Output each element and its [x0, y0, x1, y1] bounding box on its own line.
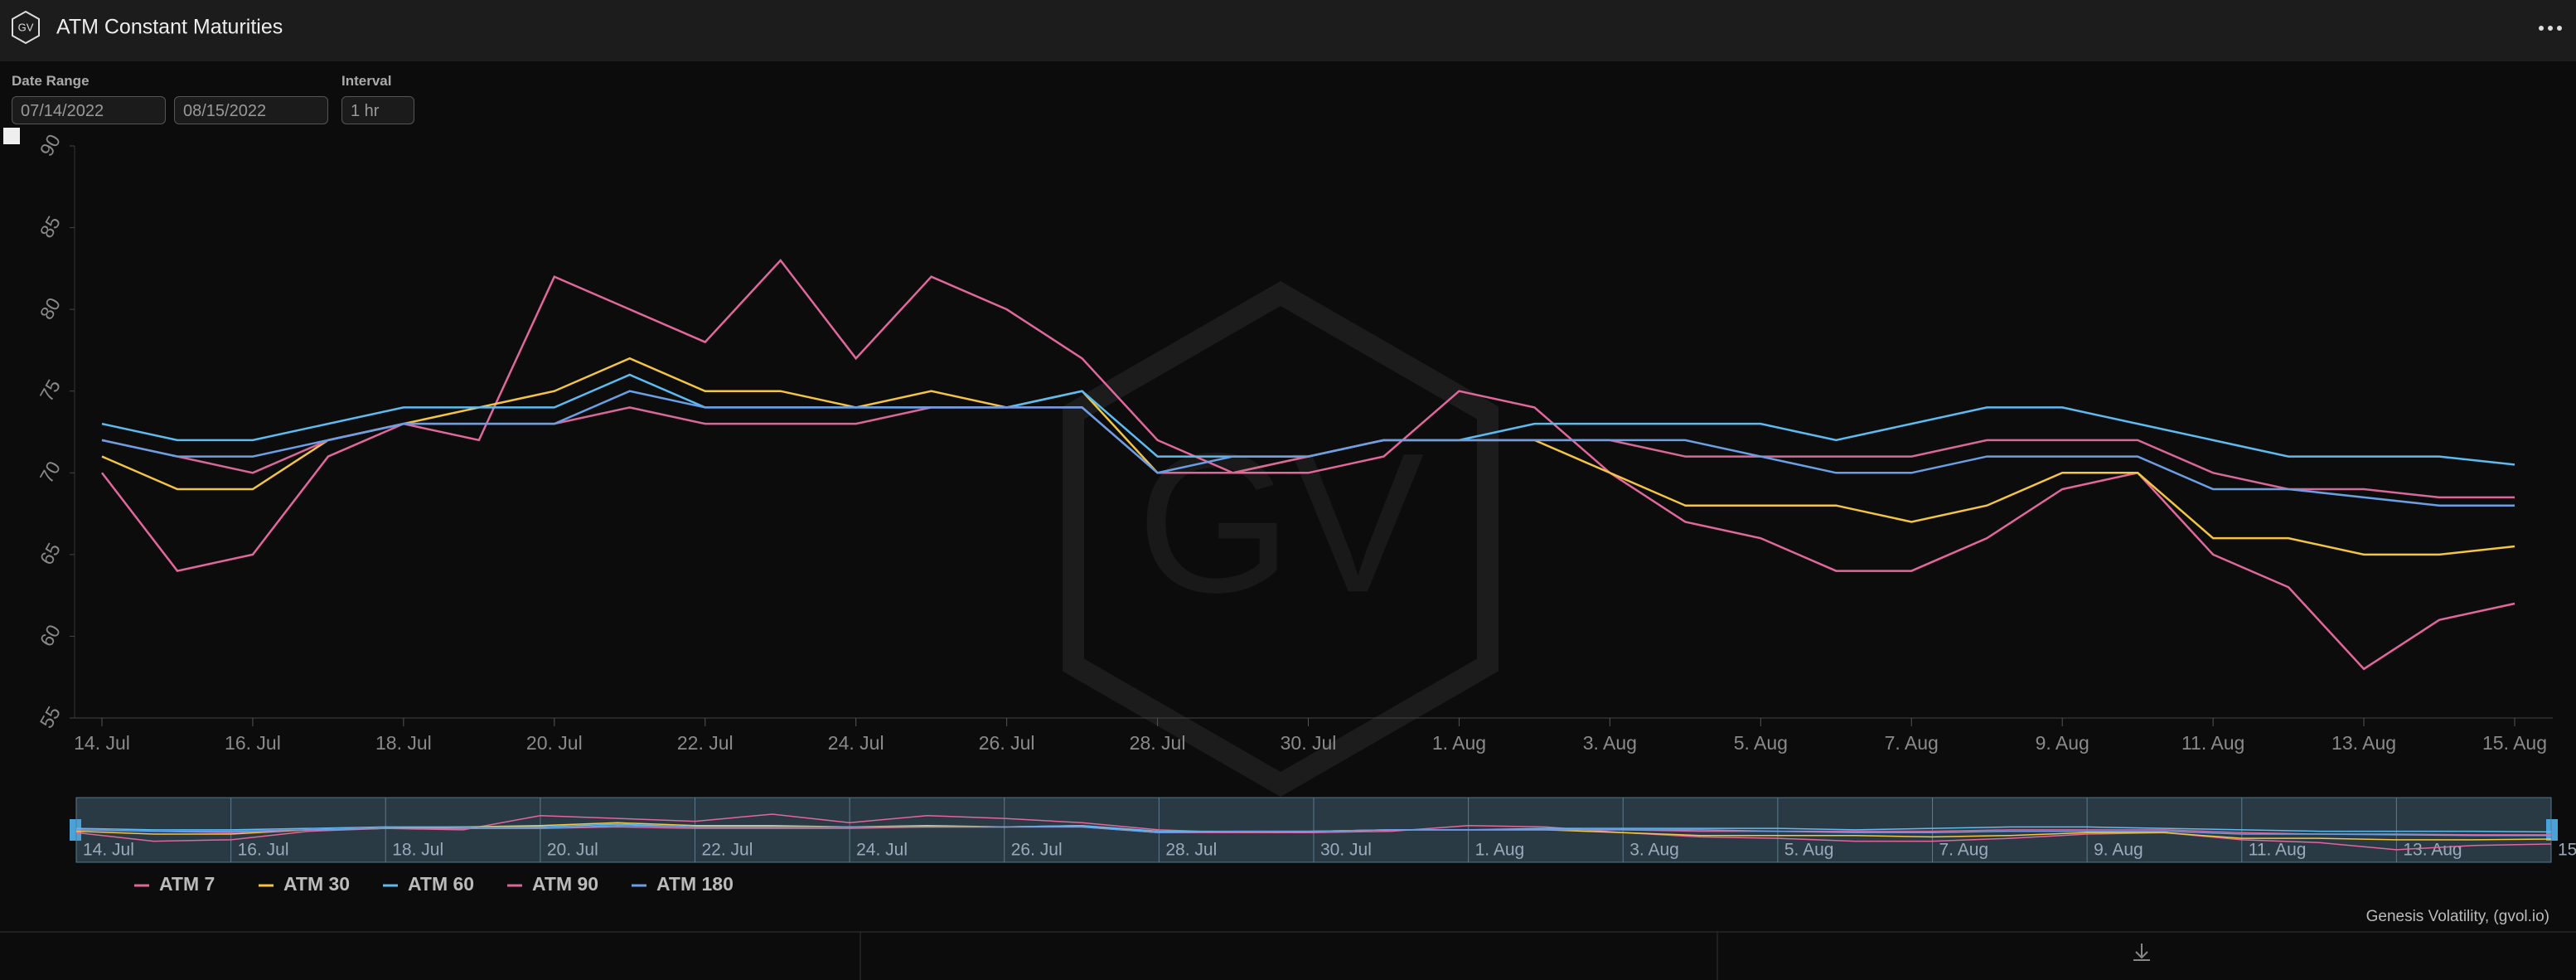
y-tick-label: 80: [36, 294, 65, 323]
navigator-tick-label: 15. Aug: [2558, 841, 2576, 860]
watermark: GV: [1063, 280, 1499, 798]
y-tick-label: 70: [36, 458, 65, 487]
x-tick-label: 7. Aug: [1885, 732, 1939, 754]
navigator-tick-label: 3. Aug: [1629, 841, 1679, 860]
navigator-handle[interactable]: [2546, 819, 2558, 841]
x-tick-label: 1. Aug: [1432, 732, 1486, 754]
x-tick-label: 18. Jul: [375, 732, 432, 754]
navigator-tick-label: 1. Aug: [1475, 841, 1525, 860]
navigator-tick-label: 11. Aug: [2249, 841, 2307, 860]
x-tick-label: 11. Aug: [2181, 732, 2244, 754]
navigator-tick-label: 20. Jul: [547, 841, 598, 860]
navigator-tick-label: 16. Jul: [238, 841, 289, 860]
navigator-tick-label: 14. Jul: [83, 841, 134, 860]
x-tick-label: 22. Jul: [677, 732, 734, 754]
navigator-tick-label: 30. Jul: [1320, 841, 1372, 860]
navigator-line: [75, 824, 2551, 837]
logo: GV: [12, 10, 40, 45]
navigator-tick-label: 22. Jul: [702, 841, 753, 860]
y-tick-label: 60: [36, 621, 65, 650]
legend-label[interactable]: ATM 60: [408, 873, 474, 895]
legend-label[interactable]: ATM 180: [656, 873, 734, 895]
logo-text: GV: [18, 21, 34, 33]
y-tick-label: 75: [36, 376, 65, 405]
x-tick-label: 14. Jul: [74, 732, 130, 754]
y-tick-label: 65: [36, 539, 65, 568]
x-tick-label: 24. Jul: [828, 732, 884, 754]
interval-input[interactable]: 1 hr: [341, 96, 414, 124]
watermark-text: GV: [1137, 411, 1425, 633]
x-tick-label: 5. Aug: [1734, 732, 1788, 754]
x-tick-label: 28. Jul: [1130, 732, 1186, 754]
x-tick-label: 3. Aug: [1583, 732, 1637, 754]
navigator-tick-label: 7. Aug: [1939, 841, 1989, 860]
navigator-tick-label: 28. Jul: [1165, 841, 1217, 860]
download-button[interactable]: [2133, 944, 2150, 961]
legend-label[interactable]: ATM 30: [283, 873, 350, 895]
x-tick-label: 13. Aug: [2331, 732, 2396, 754]
menu-button[interactable]: [2539, 26, 2562, 31]
header-bar: [0, 0, 2576, 61]
navigator-tick-label: 9. Aug: [2094, 841, 2143, 860]
interval-label: Interval: [341, 73, 392, 89]
series-line: [101, 259, 2515, 671]
y-tick-label: 85: [36, 212, 65, 241]
start-date-input[interactable]: 07/14/2022: [12, 96, 166, 124]
credit: Genesis Volatility, (gvol.io): [2366, 908, 2549, 925]
x-tick-label: 30. Jul: [1281, 732, 1337, 754]
end-date-input[interactable]: 08/15/2022: [174, 96, 328, 124]
navigator-tick-label: 5. Aug: [1784, 841, 1834, 860]
navigator-tick-label: 26. Jul: [1011, 841, 1063, 860]
date-range-label: Date Range: [12, 73, 90, 89]
x-tick-label: 9. Aug: [2036, 732, 2089, 754]
legend-label[interactable]: ATM 7: [159, 873, 215, 895]
navigator-tick-label: 18. Jul: [392, 841, 443, 860]
x-tick-label: 16. Jul: [225, 732, 281, 754]
app-title: ATM Constant Maturities: [56, 16, 283, 39]
y-tick-label: 55: [36, 702, 65, 731]
x-tick-label: 15. Aug: [2482, 732, 2547, 754]
y-tick-label: 90: [36, 130, 65, 159]
series-line: [101, 390, 2515, 507]
navigator-tick-label: 13. Aug: [2403, 841, 2462, 860]
navigator-tick-label: 24. Jul: [856, 841, 908, 860]
navigator-handle[interactable]: [70, 819, 81, 841]
legend-label[interactable]: ATM 90: [532, 873, 598, 895]
collapse-toggle[interactable]: [3, 128, 20, 144]
x-tick-label: 26. Jul: [979, 732, 1035, 754]
x-tick-label: 20. Jul: [526, 732, 583, 754]
